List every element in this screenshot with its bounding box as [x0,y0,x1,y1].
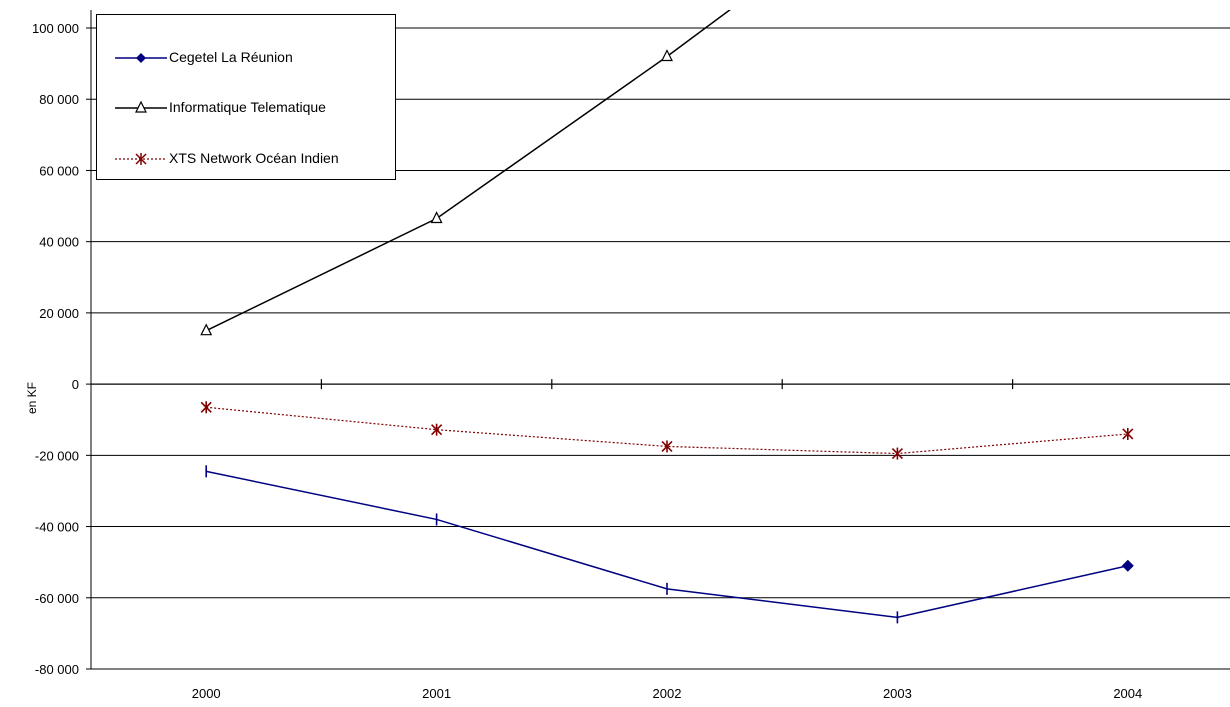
y-tick-label: 0 [72,377,79,392]
y-tick-label: 100 000 [32,21,79,36]
legend-label-cegetel: Cegetel La Réunion [169,49,293,65]
data-point [661,440,673,453]
y-axis: 100 000 80 000 60 000 40 000 20 000 0 -20 000 -… [32,10,92,677]
y-axis-title: en KF [25,382,39,414]
data-point [200,323,213,336]
data-point [1121,559,1134,572]
x-axis: 2000 2001 2002 2003 2004 [91,379,1230,701]
y-tick-label: 80 000 [39,92,79,107]
legend-item-informatique: Informatique Telematique [97,98,397,118]
data-point [430,211,443,224]
y-tick-label: -80 000 [35,662,79,677]
y-tick-label: -40 000 [35,520,79,535]
series-line [206,470,1128,619]
y-tick-label: 20 000 [39,306,79,321]
legend-swatch-xts [115,153,167,165]
legend-label-informatique: Informatique Telematique [169,99,326,115]
triangle-marker-icon [135,100,147,113]
x-tick-label: 2003 [883,686,912,701]
x-tick-label: 2000 [192,686,221,701]
x-tick-label: 2002 [653,686,682,701]
star-marker-icon [135,153,147,165]
series-lines [200,10,1134,624]
legend-swatch-cegetel [115,53,167,63]
x-tick-label: 2001 [422,686,451,701]
diamond-marker-icon [136,53,146,63]
data-point [891,447,903,460]
legend-swatch-informatique [115,100,167,113]
legend: Cegetel La Réunion Informatique Telemati… [96,14,396,180]
data-point [1122,427,1134,440]
legend-item-cegetel: Cegetel La Réunion [97,48,397,68]
data-point [431,423,443,436]
x-tick-label: 2004 [1113,686,1142,701]
data-point [200,401,212,414]
y-tick-label: -20 000 [35,448,79,463]
legend-item-xts: XTS Network Océan Indien [97,149,397,169]
data-point [661,49,673,62]
y-tick-label: -60 000 [35,591,79,606]
y-tick-label: 60 000 [39,163,79,178]
y-tick-label: 40 000 [39,235,79,250]
legend-label-xts: XTS Network Océan Indien [169,150,339,166]
